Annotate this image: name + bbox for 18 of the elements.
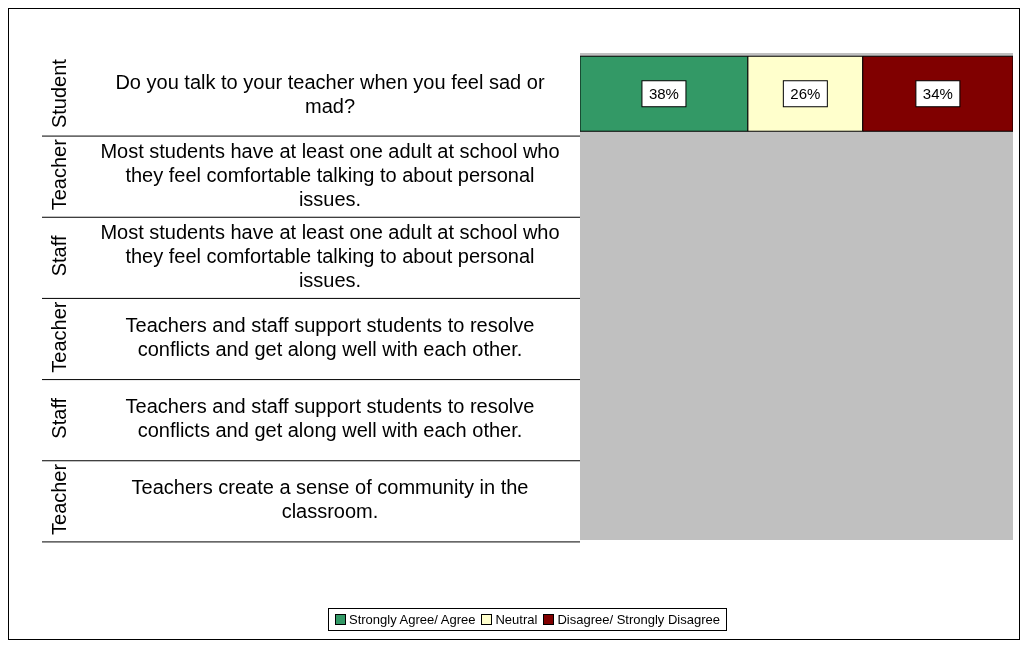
data-label: 38% <box>648 85 679 102</box>
data-label: 26% <box>790 85 821 102</box>
y-tick-label: Teachers and staff support students to resolve conflicts and get along well with each other. <box>125 395 535 442</box>
text: Teacher <box>48 463 70 535</box>
y-tick-label: Do you talk to your teacher when you feel sad or mad? <box>115 70 545 117</box>
text: Student <box>48 58 70 129</box>
y-tick-label: Teachers create a sense of community in the classroom. <box>131 476 529 523</box>
text: Teacher <box>48 138 70 211</box>
text: Staff <box>48 235 70 277</box>
legend-label: Strongly Agree/ Agree <box>348 612 476 627</box>
y-tick-label: Most students have at least one adult at school who they feel comfortable talking to about personal issues. <box>100 139 560 210</box>
legend-label: Neutral <box>494 612 538 627</box>
legend-label: Disagree/ Strongly Disagree <box>556 612 720 627</box>
text: Teacher <box>48 301 70 373</box>
text: Staff <box>48 397 70 439</box>
y-tick-label: Most students have at least one adult at school who they feel comfortable talking to about personal issues. <box>100 220 560 291</box>
y-tick-label: Teachers and staff support students to resolve conflicts and get along well with each other. <box>125 314 535 361</box>
data-label: 34% <box>922 85 953 102</box>
